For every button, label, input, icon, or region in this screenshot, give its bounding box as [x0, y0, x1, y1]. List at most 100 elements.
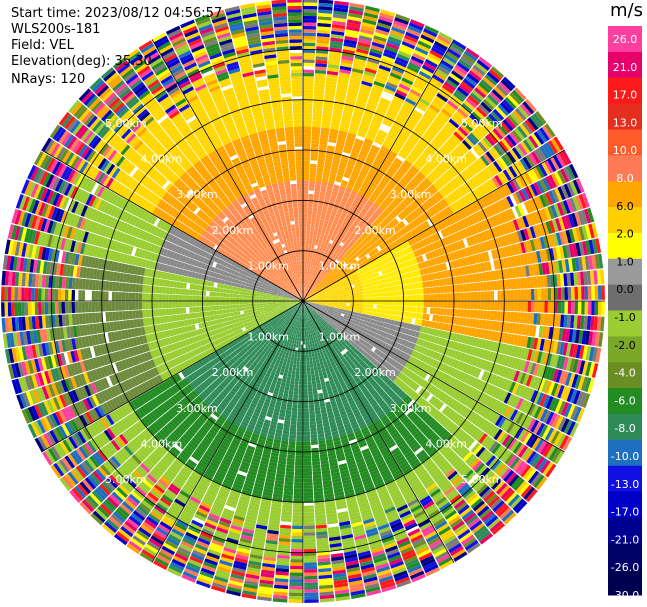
range-gate [317, 164, 324, 169]
range-gate [331, 289, 335, 292]
range-gate [319, 265, 323, 269]
range-gate [341, 239, 347, 244]
range-gate [343, 258, 348, 263]
range-gate [376, 71, 389, 79]
range-gate [449, 73, 462, 84]
range-gate [321, 291, 325, 294]
range-gate [375, 312, 380, 317]
range-gate [554, 171, 564, 186]
range-gate [391, 144, 402, 152]
range-gate [500, 171, 509, 183]
range-gate [333, 297, 337, 300]
range-gate [427, 294, 431, 301]
range-gate [378, 64, 391, 72]
range-gate [392, 198, 400, 206]
range-gate [303, 79, 314, 84]
range-gate [330, 169, 338, 175]
range-gate [422, 166, 431, 175]
range-gate [314, 286, 318, 290]
range-gate [446, 285, 451, 293]
range-gate [376, 292, 381, 297]
range-gate [321, 250, 325, 255]
range-gate [306, 298, 310, 301]
range-gate [318, 257, 322, 262]
range-gate [325, 80, 337, 86]
range-gate [321, 292, 326, 295]
range-gate [455, 200, 463, 210]
range-gate [473, 301, 478, 310]
range-gate [437, 65, 451, 76]
range-gate [364, 272, 369, 277]
range-gate [528, 135, 539, 149]
range-gate [480, 79, 493, 91]
range-gate [359, 125, 369, 132]
range-gate [337, 168, 345, 174]
range-gate [532, 197, 541, 210]
range-gate [303, 82, 314, 87]
range-gate [577, 301, 582, 315]
range-gate [303, 96, 313, 100]
range-gate [364, 222, 370, 229]
range-gate [381, 189, 390, 197]
range-gate [404, 186, 412, 194]
range-gate [446, 206, 454, 215]
range-gate [346, 199, 353, 206]
range-gate [311, 130, 321, 135]
range-gate [512, 110, 524, 123]
range-gate [401, 41, 416, 50]
range-gate [412, 189, 420, 198]
range-gate [436, 222, 444, 231]
range-gate [497, 290, 501, 301]
range-gate [324, 241, 329, 246]
range-gate [460, 196, 469, 207]
range-gate [357, 156, 366, 163]
range-gate [303, 287, 305, 291]
range-gate [347, 211, 353, 217]
range-gate [493, 86, 507, 99]
range-gate [384, 268, 389, 274]
range-gate [366, 297, 371, 301]
range-gate [309, 278, 312, 283]
range-gate [357, 249, 363, 255]
range-gate [322, 175, 329, 180]
range-gate [342, 194, 349, 200]
range-gate [440, 59, 454, 70]
range-gate [349, 193, 356, 200]
range-gate [443, 105, 455, 116]
range-gate [419, 232, 426, 240]
range-gate [427, 186, 436, 195]
range-gate [310, 227, 315, 232]
range-gate [567, 213, 575, 228]
range-gate [392, 310, 397, 316]
range-gate [346, 135, 356, 142]
range-gate [303, 217, 307, 221]
range-gate [365, 202, 372, 209]
range-gate [318, 276, 322, 281]
range-gate [443, 184, 452, 194]
range-gate [393, 240, 399, 247]
range-gate [317, 157, 325, 162]
range-gate [338, 249, 343, 254]
range-gate [437, 148, 448, 158]
range-gate [315, 356, 319, 360]
range-gate [432, 74, 445, 84]
range-gate [539, 127, 550, 141]
range-gate [454, 176, 463, 186]
range-gate [532, 225, 540, 238]
range-gate [373, 304, 377, 309]
range-gate [355, 246, 361, 252]
range-gate [441, 187, 450, 196]
range-gate [509, 220, 517, 232]
range-gate [395, 206, 403, 213]
range-gate [542, 143, 553, 158]
range-gate [502, 210, 510, 222]
range-gate [414, 46, 429, 56]
range-gate [382, 91, 394, 99]
range-gate [369, 93, 381, 101]
range-gate [358, 90, 370, 97]
range-gate [555, 218, 562, 232]
range-gate [542, 222, 550, 235]
range-gate [348, 84, 360, 91]
range-gate [365, 5, 380, 13]
range-gate [303, 49, 316, 53]
